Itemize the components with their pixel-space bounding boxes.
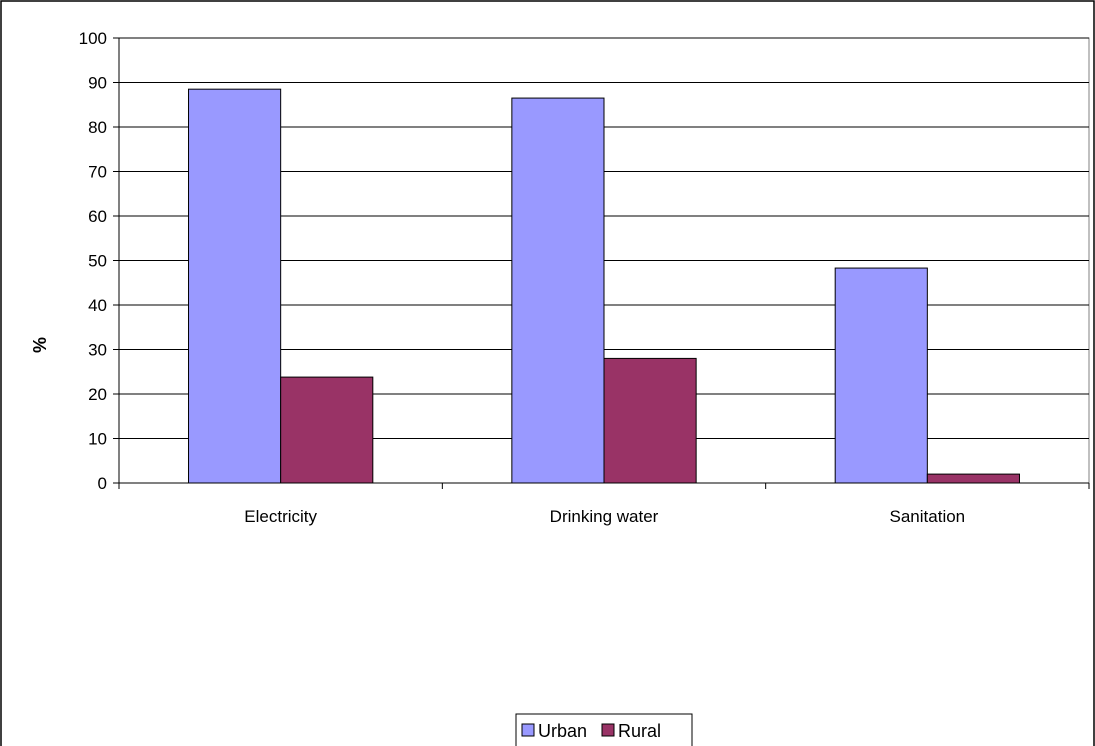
legend-swatch-rural <box>601 723 615 737</box>
y-tick-label: 60 <box>88 207 107 226</box>
y-tick-label: 50 <box>88 252 107 271</box>
y-tick-label: 80 <box>88 118 107 137</box>
legend-label-rural: Rural <box>618 721 661 741</box>
legend: Urban Rural <box>515 713 693 746</box>
y-tick-label: 70 <box>88 163 107 182</box>
y-axis-label: % <box>30 337 50 353</box>
bar-urban-sanitation <box>834 267 928 484</box>
bar-rural-sanitation <box>926 473 1020 484</box>
axes: 0 10 20 30 40 50 60 70 80 90 100 Electricity Drinkin… <box>79 29 1090 526</box>
bars <box>188 88 1020 484</box>
y-tick-label: 40 <box>88 296 107 315</box>
x-category-label: Drinking water <box>550 507 659 526</box>
bar-urban-drinking-water <box>511 97 605 484</box>
x-category-label: Sanitation <box>890 507 966 526</box>
y-tick-label: 10 <box>88 430 107 449</box>
y-tick-label: 20 <box>88 385 107 404</box>
y-tick-label: 0 <box>98 474 107 493</box>
bar-urban-electricity <box>188 88 282 484</box>
y-tick-label: 90 <box>88 74 107 93</box>
bar-rural-electricity <box>280 376 374 484</box>
legend-label-urban: Urban <box>538 721 587 741</box>
legend-swatch-urban <box>521 723 535 737</box>
y-tick-label: 30 <box>88 341 107 360</box>
bar-rural-drinking-water <box>603 357 697 484</box>
x-category-label: Electricity <box>244 507 317 526</box>
y-tick-label: 100 <box>79 29 107 48</box>
